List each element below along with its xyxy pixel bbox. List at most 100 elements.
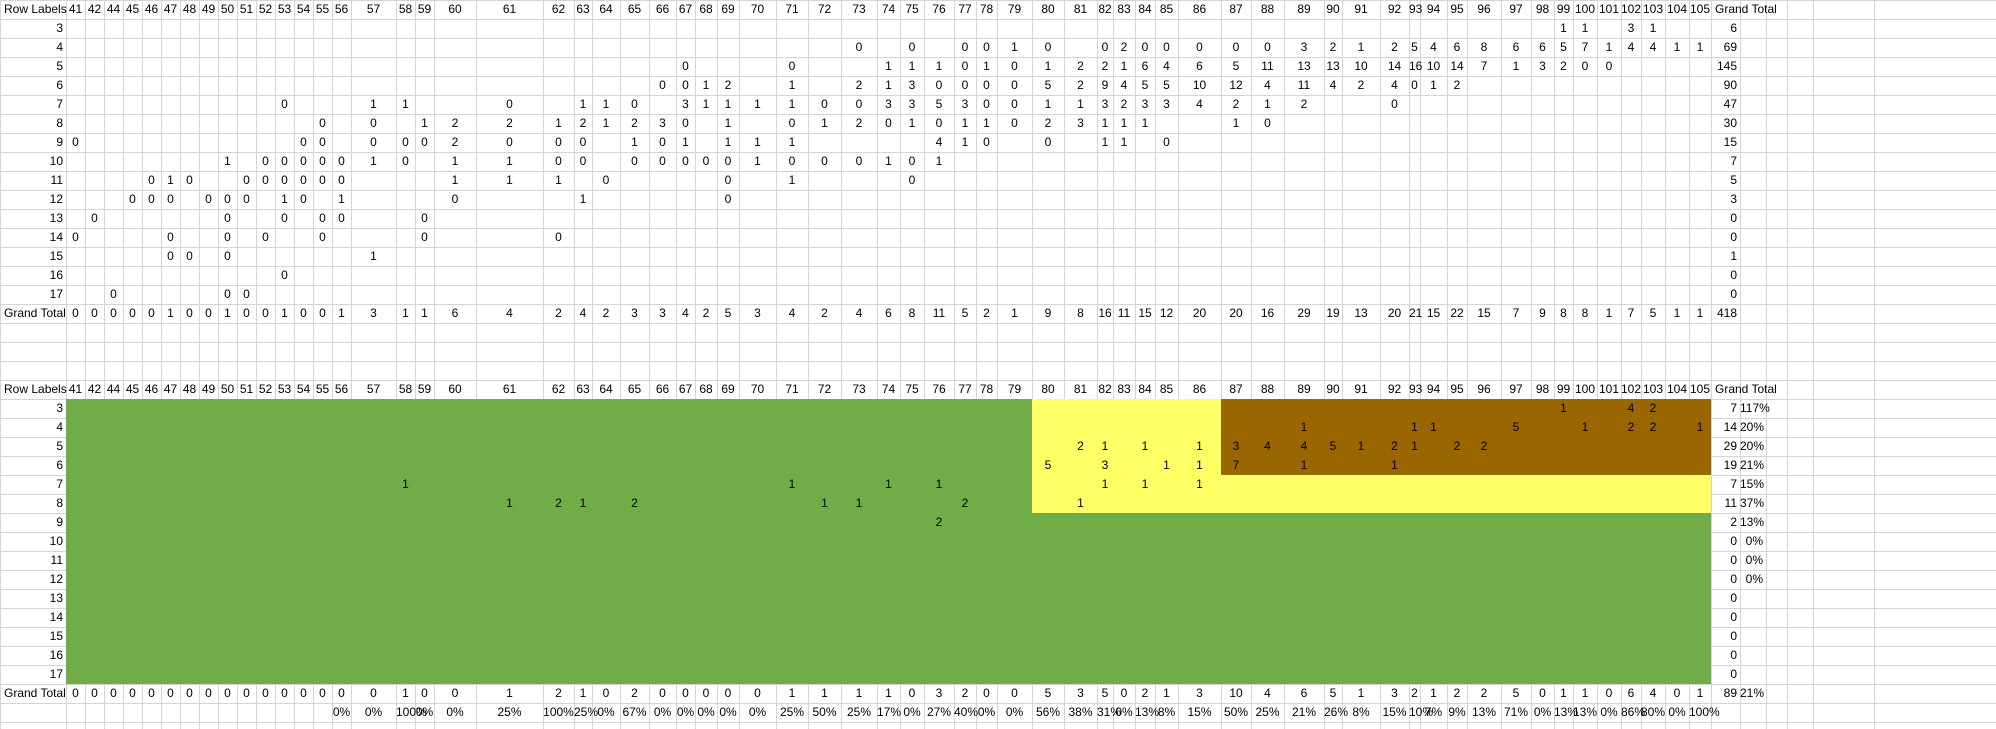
row-grand-total[interactable]: 7	[1730, 154, 1737, 168]
column-grand-total[interactable]: 9	[1539, 306, 1546, 320]
column-header-41[interactable]: 41	[68, 2, 83, 16]
column-grand-total[interactable]: 1	[1581, 686, 1589, 700]
data-cell[interactable]: 0	[224, 192, 231, 206]
data-cell[interactable]: 1	[1196, 477, 1203, 491]
row-percent[interactable]: 21%	[1740, 458, 1765, 472]
column-header-67[interactable]: 67	[678, 2, 693, 16]
data-cell[interactable]: 0	[555, 135, 562, 149]
row-percent[interactable]: 13%	[1740, 515, 1765, 529]
data-cell[interactable]: 1	[1512, 59, 1520, 73]
column-grand-total[interactable]: 1	[1605, 306, 1613, 320]
data-cell[interactable]: 0	[1581, 59, 1589, 73]
column-percent[interactable]: 0%	[697, 705, 715, 719]
column-header-102[interactable]: 102	[1621, 2, 1642, 16]
row-grand-total[interactable]: 7	[1730, 477, 1737, 491]
column-header-50[interactable]: 50	[220, 382, 235, 396]
column-percent[interactable]: 0%	[676, 705, 695, 719]
column-header-67[interactable]: 67	[678, 382, 693, 396]
grand-total-value[interactable]: 89	[1723, 686, 1737, 700]
data-cell[interactable]: 0	[885, 116, 892, 130]
data-cell[interactable]: 1	[885, 154, 892, 168]
column-percent[interactable]: 8%	[1157, 705, 1176, 719]
data-cell[interactable]: 3	[1101, 458, 1109, 472]
data-cell[interactable]: 0	[724, 173, 732, 187]
column-grand-total[interactable]: 3	[370, 306, 377, 320]
column-header-52[interactable]: 52	[258, 382, 273, 396]
column-header-44[interactable]: 44	[106, 2, 121, 16]
row-grand-total[interactable]: 19	[1723, 458, 1737, 472]
column-header-92[interactable]: 92	[1387, 2, 1402, 16]
data-cell[interactable]: 5	[935, 97, 943, 111]
column-header-85[interactable]: 85	[1159, 2, 1174, 16]
data-cell[interactable]: 0	[91, 211, 98, 225]
column-grand-total[interactable]: 20	[1229, 306, 1243, 320]
data-cell[interactable]: 4	[1649, 40, 1657, 54]
data-cell[interactable]: 10	[1354, 59, 1368, 73]
column-grand-total[interactable]: 7	[1627, 306, 1635, 320]
column-grand-total[interactable]: 7	[1512, 306, 1520, 320]
column-header-101[interactable]: 101	[1598, 382, 1620, 396]
column-header-96[interactable]: 96	[1477, 382, 1491, 396]
data-cell[interactable]: 0	[319, 154, 326, 168]
data-cell[interactable]: 1	[1163, 458, 1170, 472]
column-header-45[interactable]: 45	[125, 2, 140, 16]
column-grand-total[interactable]: 0	[186, 686, 193, 700]
data-cell[interactable]: 1	[1357, 40, 1365, 54]
data-cell[interactable]: 1	[821, 116, 828, 130]
row-percent[interactable]	[1740, 608, 1766, 627]
column-grand-total[interactable]: 0	[702, 686, 710, 700]
data-cell[interactable]: 0	[724, 192, 732, 206]
data-cell[interactable]: 1	[1391, 458, 1398, 472]
column-header-76[interactable]: 76	[932, 2, 946, 16]
column-header-97[interactable]: 97	[1509, 2, 1523, 16]
data-cell[interactable]: 2	[961, 496, 969, 510]
data-cell[interactable]: 1	[1411, 420, 1418, 434]
data-cell[interactable]: 1	[602, 97, 610, 111]
column-grand-total[interactable]: 0	[243, 306, 250, 320]
column-grand-total[interactable]: 5	[1044, 686, 1052, 700]
data-cell[interactable]: 1	[1411, 439, 1418, 453]
row-percent[interactable]: 20%	[1740, 420, 1765, 434]
column-header-102[interactable]: 102	[1621, 382, 1642, 396]
column-header-61[interactable]: 61	[502, 2, 517, 16]
column-header-91[interactable]: 91	[1354, 2, 1368, 16]
column-grand-total[interactable]: 10	[1229, 686, 1243, 700]
column-header-100[interactable]: 100	[1574, 382, 1596, 396]
data-cell[interactable]: 0	[1044, 40, 1052, 54]
data-cell[interactable]: 0	[1044, 135, 1052, 149]
data-cell[interactable]: 0	[659, 154, 666, 168]
column-grand-total[interactable]: 0	[659, 686, 666, 700]
row-percent[interactable]	[1740, 646, 1766, 665]
column-header-64[interactable]: 64	[599, 2, 613, 16]
data-cell[interactable]: 0	[262, 154, 269, 168]
grand-total-header[interactable]: Grand Total	[1715, 2, 1777, 16]
row-grand-total[interactable]: 69	[1723, 40, 1737, 54]
column-grand-total[interactable]: 5	[961, 306, 969, 320]
column-grand-total[interactable]: 1	[855, 686, 863, 700]
column-header-99[interactable]: 99	[1556, 382, 1571, 396]
column-header-71[interactable]: 71	[785, 382, 799, 396]
data-cell[interactable]: 0	[855, 97, 863, 111]
row-grand-total[interactable]: 0	[1730, 268, 1737, 282]
data-cell[interactable]: 3	[1300, 40, 1308, 54]
column-grand-total[interactable]: 13	[1354, 306, 1368, 320]
data-cell[interactable]: 2	[1649, 420, 1657, 434]
row-label[interactable]: 5	[56, 59, 63, 73]
data-cell[interactable]: 7	[1232, 458, 1240, 472]
data-cell[interactable]: 0	[1196, 40, 1203, 54]
row-grand-total[interactable]: 7	[1730, 401, 1737, 415]
data-cell[interactable]: 0	[421, 135, 428, 149]
column-header-75[interactable]: 75	[905, 2, 919, 16]
data-cell[interactable]: 1	[1649, 21, 1657, 35]
column-grand-total[interactable]: 5	[1649, 306, 1657, 320]
data-cell[interactable]: 1	[821, 496, 828, 510]
column-grand-total[interactable]: 1	[1673, 306, 1681, 320]
row-grand-total[interactable]: 5	[1730, 173, 1737, 187]
column-header-62[interactable]: 62	[551, 2, 566, 16]
column-grand-total[interactable]: 1	[338, 306, 345, 320]
column-header-87[interactable]: 87	[1229, 382, 1243, 396]
column-header-59[interactable]: 59	[417, 382, 432, 396]
data-cell[interactable]: 0	[724, 154, 732, 168]
data-cell[interactable]: 2	[1120, 40, 1128, 54]
column-header-54[interactable]: 54	[296, 2, 311, 16]
